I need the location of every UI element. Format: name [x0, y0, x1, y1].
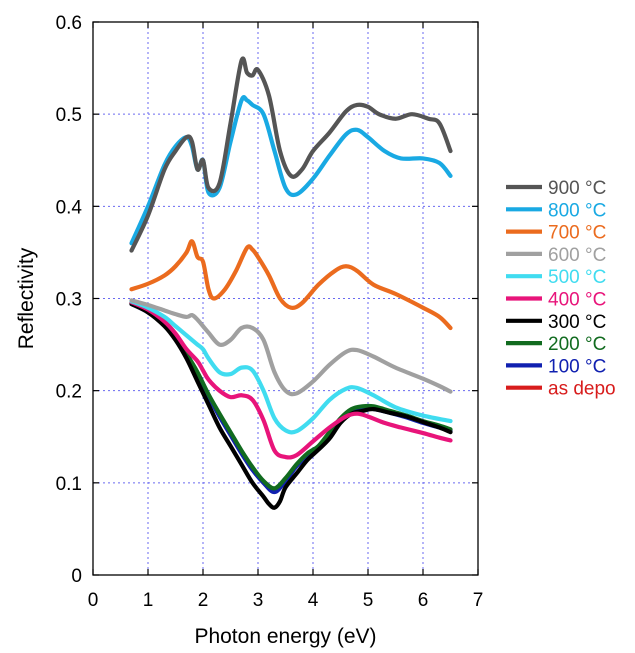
y-tick-label: 0.1 — [56, 474, 82, 495]
x-axis-label: Photon energy (eV) — [194, 625, 376, 648]
x-tick-label: 6 — [418, 590, 429, 611]
series-line-3 — [129, 298, 453, 397]
series-line-0 — [129, 56, 453, 253]
x-tick-label: 7 — [473, 590, 484, 611]
y-axis-label: Reflectivity — [15, 247, 38, 349]
y-tick-label: 0.6 — [56, 13, 82, 34]
series-line-4 — [129, 299, 453, 435]
legend-label: 300 °C — [548, 312, 606, 333]
series-lines — [129, 56, 453, 510]
y-tick-label: 0.3 — [56, 290, 82, 311]
series-line-5 — [129, 300, 453, 460]
x-tick-label: 4 — [308, 590, 319, 611]
legend-label: as depo — [548, 379, 616, 400]
legend-label: 800 °C — [548, 200, 606, 221]
x-tick-label: 2 — [198, 590, 209, 611]
x-tick-label: 0 — [88, 590, 99, 611]
x-tick-label: 1 — [143, 590, 154, 611]
y-tick-label: 0.5 — [56, 105, 82, 126]
legend-label: 900 °C — [548, 178, 606, 199]
legend-label: 100 °C — [548, 356, 606, 377]
series-line-2 — [129, 239, 453, 331]
series-line-6 — [129, 301, 453, 510]
y-tick-label: 0.2 — [56, 382, 82, 403]
y-tick-label: 0.4 — [56, 197, 83, 218]
legend-label: 400 °C — [548, 290, 606, 311]
legend-label: 500 °C — [548, 267, 606, 288]
y-tick-label: 0 — [71, 566, 82, 587]
legend-label: 700 °C — [548, 223, 606, 244]
x-tick-label: 3 — [253, 590, 264, 611]
legend-label: 600 °C — [548, 245, 606, 266]
x-tick-label: 5 — [363, 590, 374, 611]
axis-ticks: 0 1 2 3 4 5 6 7 0 0.1 0.2 0.3 0.4 0.5 0.6 — [56, 13, 484, 611]
legend-label: 200 °C — [548, 334, 606, 355]
